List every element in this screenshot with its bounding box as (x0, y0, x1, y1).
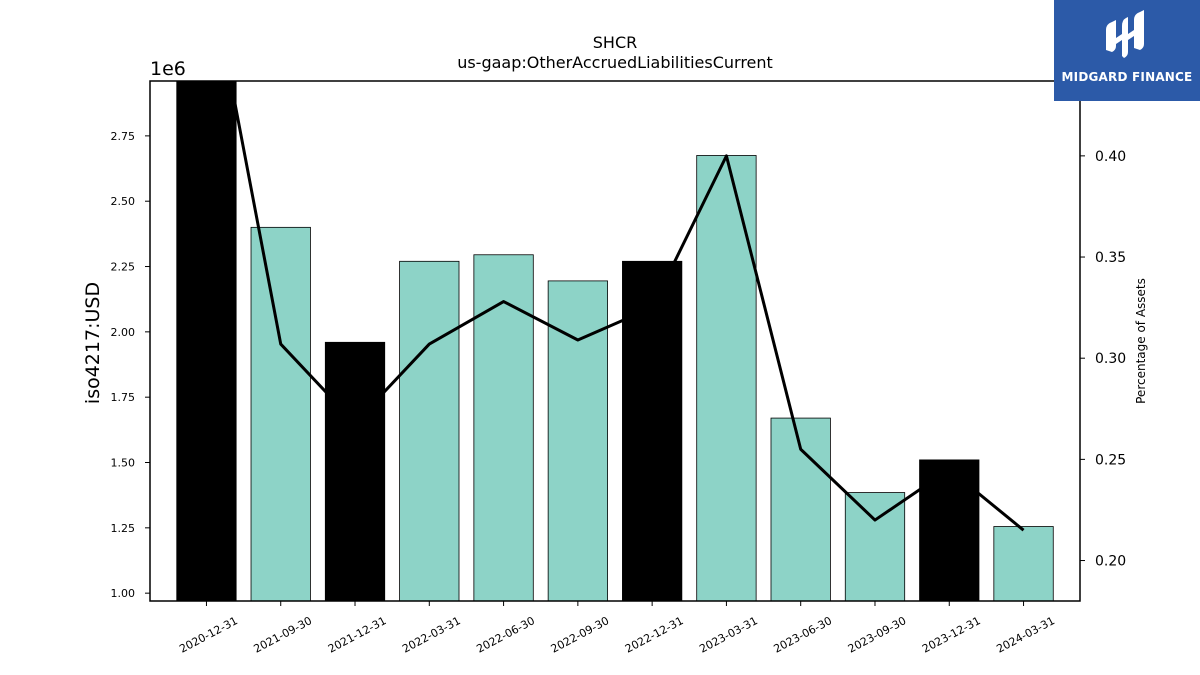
bars-layer (176, 81, 1054, 601)
bar (622, 260, 683, 601)
bar (399, 260, 460, 601)
bar (919, 459, 980, 601)
y-tick-label: 1.25 (111, 522, 136, 535)
chart-subtitle: us-gaap:OtherAccruedLiabilitiesCurrent (457, 53, 773, 72)
y-tick-label: 1.50 (111, 457, 136, 470)
bar (473, 254, 534, 601)
x-tick-label: 2021-09-30 (252, 614, 315, 655)
bar (176, 81, 237, 601)
y-tick-label: 2.50 (111, 195, 136, 208)
plot-frame (149, 80, 1081, 602)
bar (844, 492, 906, 601)
x-tick-label: 2023-03-31 (697, 614, 760, 655)
x-tick-label: 2023-06-30 (772, 614, 835, 655)
x-tick-label: 2022-03-31 (400, 614, 463, 655)
y-right-tick-label: 0.35 (1095, 250, 1126, 266)
bar (993, 526, 1054, 601)
chart-title: SHCR (593, 33, 637, 52)
x-tick-label: 2022-06-30 (474, 614, 537, 655)
percentage-line (229, 81, 1025, 532)
x-tick-label: 2023-12-31 (920, 614, 983, 655)
bar (696, 155, 757, 601)
midgard-finance-logo: MIDGARD FINANCE (1054, 0, 1200, 101)
y-axis-label: iso4217:USD (82, 282, 104, 404)
y-right-tick-label: 0.25 (1095, 452, 1126, 468)
y-right-tick-label: 0.40 (1095, 149, 1126, 165)
y-right-tick-label: 0.20 (1095, 554, 1126, 570)
y-axis-label-right: Percentage of Assets (1134, 278, 1148, 404)
y-tick-label: 1.00 (111, 587, 136, 600)
x-tick-label: 2021-12-31 (326, 614, 389, 655)
y-right-tick-label: 0.30 (1095, 351, 1126, 367)
y-tick-label: 2.25 (111, 261, 136, 274)
logo-mark-icon (1106, 10, 1144, 58)
x-tick-label: 2024-03-31 (994, 614, 1057, 655)
bar (547, 280, 608, 601)
y-tick-label: 2.00 (111, 326, 136, 339)
x-tick-label: 2022-09-30 (549, 614, 612, 655)
x-tick-label: 2020-12-31 (177, 614, 240, 655)
bar (250, 226, 311, 601)
y-tick-label: 1.75 (111, 391, 136, 404)
y-offset-label: 1e6 (150, 58, 186, 80)
y-tick-label: 2.75 (111, 130, 136, 143)
line-layer (229, 81, 1025, 532)
x-tick-label: 2022-12-31 (623, 614, 686, 655)
bar (324, 341, 386, 601)
x-tick-label: 2023-09-30 (846, 614, 909, 655)
logo-text: MIDGARD FINANCE (1061, 70, 1193, 84)
